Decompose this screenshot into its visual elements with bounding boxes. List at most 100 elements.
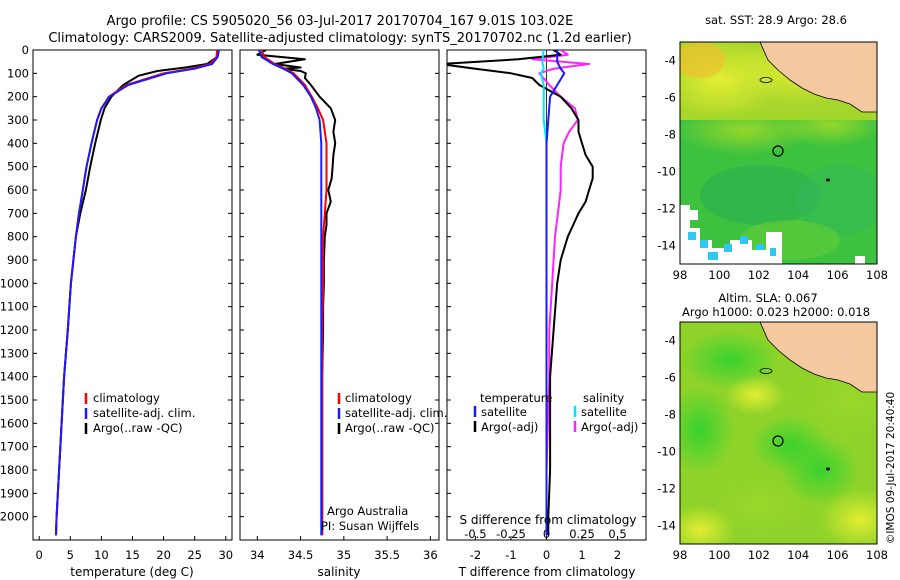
depth-tick-label: 1600: [0, 416, 29, 430]
sst-ytick-label: -4: [665, 54, 676, 68]
sla-xtick-label: 98: [673, 548, 688, 562]
sst-xtick-label: 102: [748, 268, 770, 282]
sst-ytick-label: -10: [657, 165, 676, 179]
temperature-xlabel: temperature (deg C): [70, 565, 193, 579]
sla-xtick-label: 102: [748, 548, 770, 562]
pi-label: PI: Susan Wijffels: [321, 519, 419, 533]
legend-title-salinity: salinity: [583, 391, 624, 405]
difference-xtick-label: 0: [543, 548, 550, 562]
temperature-xtick-label: 0: [36, 548, 43, 562]
sst-ytick-label: -12: [657, 202, 676, 216]
sla-map-title: Altim. SLA: 0.067: [718, 291, 817, 305]
legend-label-argo: Argo(..raw -QC): [345, 421, 435, 435]
depth-tick-label: 700: [7, 206, 29, 220]
temperature-panel-frame: [32, 49, 233, 541]
axes-ticks: 0 5 10 15 20 25 300100200300400500600700800900…: [0, 42, 888, 562]
sla-map-subtitle: Argo h1000: 0.023 h2000: 0.018: [682, 305, 870, 319]
salinity-legend: climatology satellite-adj. clim. Argo(..…: [337, 391, 447, 435]
legend-label-argo: Argo(..raw -QC): [93, 421, 183, 435]
temperature-line-climatology: [55, 50, 219, 536]
header-line-2: Climatology: CARS2009. Satellite-adjuste…: [48, 31, 631, 46]
sla-xtick-label: 104: [787, 548, 809, 562]
salinity-xtick-label: 34: [250, 548, 265, 562]
depth-tick-label: 800: [7, 230, 29, 244]
sla-xtick-label: 106: [827, 548, 849, 562]
difference-xtick2-label: 0.25: [569, 527, 595, 541]
depth-tick-label: 1100: [0, 300, 29, 314]
legend-label-sal-argo: Argo(-adj): [581, 420, 638, 434]
depth-tick-label: 500: [7, 160, 29, 174]
sst-map-frame: [679, 41, 878, 265]
salinity-xtick-label: 36: [423, 548, 438, 562]
depth-tick-label: 100: [7, 66, 29, 80]
sla-ytick-label: -12: [657, 482, 676, 496]
argo-australia-label: Argo Australia: [327, 504, 408, 518]
sla-map-field: [680, 322, 877, 544]
series-lines: [55, 50, 594, 540]
temperature-xtick-label: 25: [187, 548, 202, 562]
salinity-series-group: [256, 50, 337, 536]
sst-map-title: sat. SST: 28.9 Argo: 28.6: [705, 13, 847, 27]
imos-credit: ©IMOS 09-Jul-2017 20:40:40: [885, 392, 897, 544]
depth-tick-label: 400: [7, 136, 29, 150]
difference-xtick-label: -1: [505, 548, 516, 562]
salinity-panel-frame: [239, 49, 440, 541]
sla-ytick-label: -6: [665, 371, 676, 385]
sla-xtick-label: 108: [866, 548, 888, 562]
sst-ytick-label: -6: [665, 91, 676, 105]
temperature-xtick-label: 20: [156, 548, 171, 562]
difference-line-salinity-argo-adj: [531, 50, 591, 517]
legend-label-climatology: climatology: [93, 391, 160, 405]
depth-tick-label: 1700: [0, 440, 29, 454]
depth-tick-label: 1400: [0, 370, 29, 384]
temperature-line-argo-raw-qc: [55, 50, 219, 536]
depth-tick-label: 200: [7, 90, 29, 104]
sst-argo-marker: [772, 145, 784, 157]
legend-label-temp-satellite: satellite: [481, 405, 527, 419]
difference-line-temperature-satellite: [545, 50, 566, 536]
sst-xtick-label: 100: [708, 268, 730, 282]
depth-tick-label: 1300: [0, 346, 29, 360]
legend-label-sal-satellite: satellite: [581, 405, 627, 419]
difference-xtick2-label: -0.5: [464, 527, 486, 541]
sla-argo-marker: [772, 435, 784, 447]
difference-series-group: [447, 50, 594, 536]
temperature-xtick-label: 10: [94, 548, 109, 562]
header-line-1: Argo profile: CS 5905020_56 03-Jul-2017 …: [107, 14, 574, 29]
temperature-xtick-label: 15: [125, 548, 140, 562]
depth-tick-label: 1000: [0, 276, 29, 290]
difference-xtick2-label: 0.5: [608, 527, 626, 541]
depth-tick-label: 600: [7, 183, 29, 197]
difference-line-temperature-argo-adj: [447, 50, 594, 536]
sla-ytick-label: -8: [665, 408, 676, 422]
difference-xlabel-salinity: S difference from climatology: [460, 513, 637, 527]
sla-ytick-label: -4: [665, 334, 676, 348]
legend-label-satellite: satellite-adj. clim.: [93, 406, 195, 420]
sla-xtick-label: 100: [708, 548, 730, 562]
sst-xtick-label: 98: [673, 268, 688, 282]
salinity-xtick-label: 35.5: [374, 548, 400, 562]
legend-label-satellite: satellite-adj. clim.: [345, 406, 447, 420]
difference-xtick2-label: -0.25: [496, 527, 526, 541]
salinity-xtick-label: 34.5: [288, 548, 314, 562]
depth-tick-label: 900: [7, 253, 29, 267]
temperature-xtick-label: 5: [67, 548, 74, 562]
difference-xtick-label: 1: [578, 548, 585, 562]
legend-label-temp-argo: Argo(-adj): [481, 420, 538, 434]
sst-ytick-label: -8: [665, 128, 676, 142]
legend-title-temperature: temperature: [480, 391, 552, 405]
depth-tick-label: 2000: [0, 510, 29, 524]
depth-tick-label: 0: [22, 43, 29, 57]
difference-xtick-label: -2: [470, 548, 481, 562]
sla-map-frame: [679, 321, 878, 545]
difference-xlabel: T difference from climatology: [458, 565, 636, 579]
salinity-line-satellite-adj-clim: [258, 50, 323, 536]
salinity-line-climatology: [260, 50, 328, 536]
difference-legend: temperature satellite Argo(-adj) salinit…: [473, 391, 638, 434]
sst-ytick-label: -14: [657, 239, 676, 253]
salinity-xtick-label: 35: [337, 548, 352, 562]
temperature-xtick-label: 30: [218, 548, 233, 562]
depth-tick-label: 1200: [0, 323, 29, 337]
temperature-legend: climatology satellite-adj. clim. Argo(..…: [84, 391, 195, 435]
